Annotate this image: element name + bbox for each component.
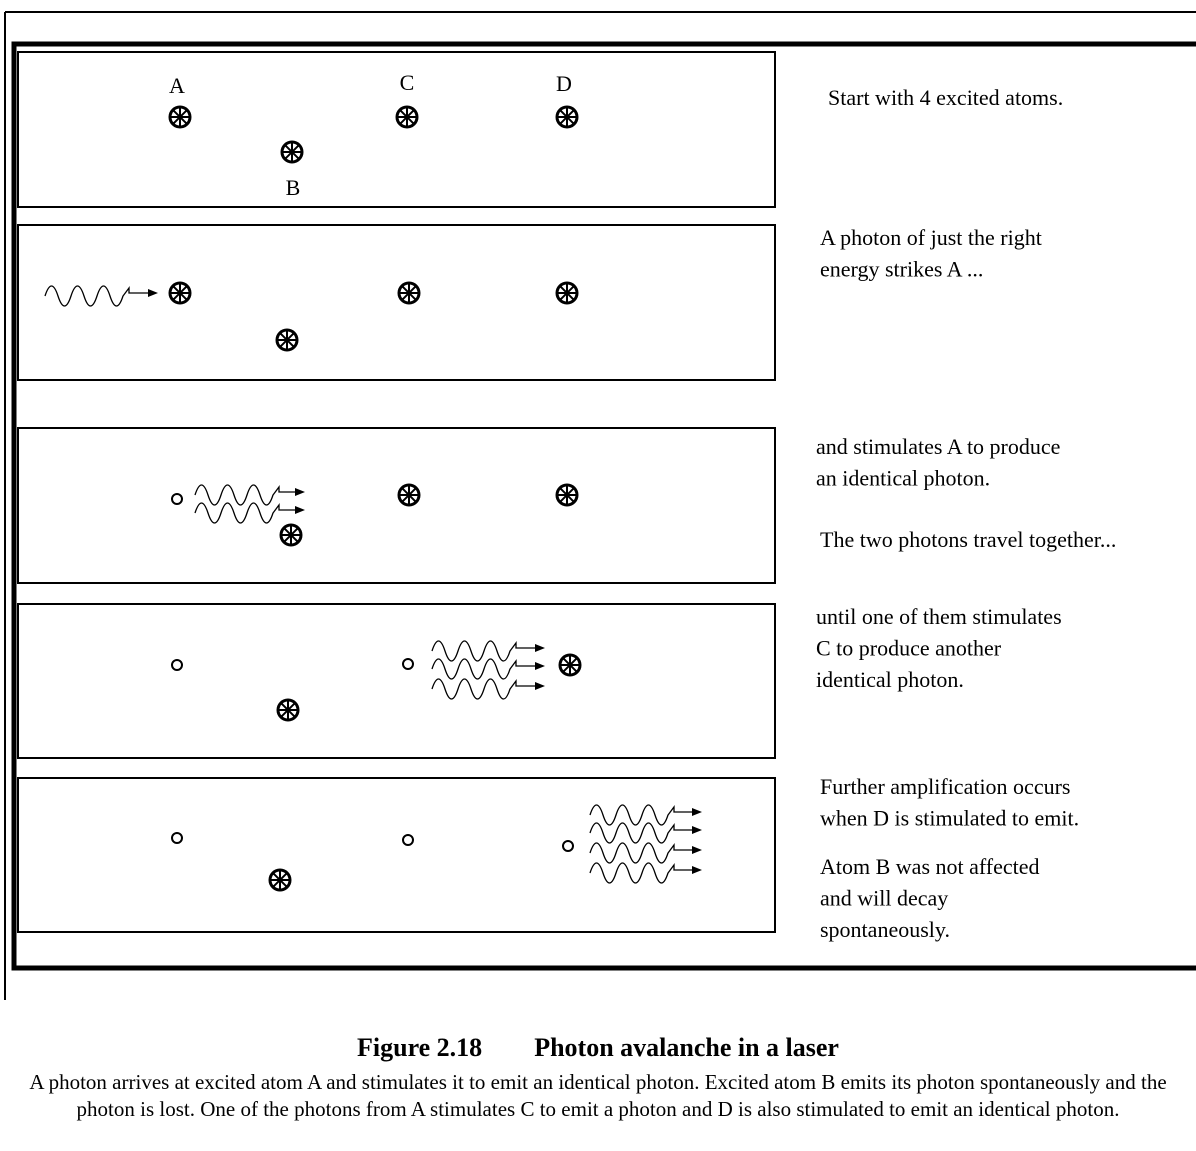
panel [18, 428, 775, 583]
atom-spokes [270, 870, 290, 890]
panel [18, 778, 775, 932]
atom-spokes [557, 485, 577, 505]
photon-wave [195, 485, 297, 505]
panel-text: an identical photon. [816, 466, 990, 491]
photon-wave [590, 843, 694, 863]
photon-arrowhead [692, 826, 702, 834]
panel-text: Start with 4 excited atoms. [828, 85, 1063, 110]
panel-text: when D is stimulated to emit. [820, 806, 1079, 831]
photon-wave [45, 286, 150, 306]
panel-text: and stimulates A to produce [816, 434, 1060, 459]
panel-text: and will decay [820, 886, 948, 911]
photon-wave [432, 679, 537, 699]
photon-arrowhead [148, 289, 158, 297]
photon-arrowhead [535, 682, 545, 690]
atom-spokes [560, 655, 580, 675]
photon-arrowhead [535, 644, 545, 652]
panel-text: The two photons travel together... [820, 527, 1116, 552]
atom-spokes [282, 142, 302, 162]
atom-label: D [556, 71, 572, 96]
panel [18, 225, 775, 380]
atom-spokes [170, 283, 190, 303]
ground-atom [172, 660, 182, 670]
atom-label: A [169, 73, 185, 98]
atom-spokes [281, 525, 301, 545]
atom-spokes [277, 330, 297, 350]
caption-title: Figure 2.18 Photon avalanche in a laser [0, 1033, 1196, 1063]
panel-text: Atom B was not affected [820, 854, 1040, 879]
atom-spokes [397, 107, 417, 127]
atom-spokes [557, 283, 577, 303]
photon-arrowhead [692, 846, 702, 854]
panel-text: Further amplification occurs [820, 774, 1070, 799]
atom-spokes [399, 485, 419, 505]
photon-wave [590, 805, 694, 825]
atom-label: B [286, 175, 301, 200]
photon-wave [590, 823, 694, 843]
caption-body: A photon arrives at excited atom A and s… [4, 1069, 1192, 1123]
panel [18, 604, 775, 758]
panel-text: C to produce another [816, 636, 1002, 661]
diagram: A B C D Start with 4 excited atoms. A photon … [0, 0, 1196, 1000]
photon-wave [590, 863, 694, 883]
photon-wave [432, 659, 537, 679]
photon-arrowhead [295, 488, 305, 496]
ground-atom [403, 659, 413, 669]
atom-spokes [399, 283, 419, 303]
panel-text: A photon of just the right [820, 225, 1042, 250]
panel-text: until one of them stimulates [816, 604, 1062, 629]
photon-arrowhead [692, 866, 702, 874]
ground-atom [172, 833, 182, 843]
panel-text: energy strikes A ... [820, 257, 983, 282]
ground-atom [172, 494, 182, 504]
atom-spokes [170, 107, 190, 127]
panel-text: spontaneously. [820, 917, 950, 942]
page: A B C D Start with 4 excited atoms. A photon … [0, 0, 1196, 1151]
figure-title: Photon avalanche in a laser [534, 1033, 839, 1062]
atom-spokes [278, 700, 298, 720]
photon-arrowhead [535, 662, 545, 670]
panel-text: identical photon. [816, 667, 964, 692]
atom-label: C [400, 70, 415, 95]
photon-arrowhead [295, 506, 305, 514]
figure-number: Figure 2.18 [357, 1033, 482, 1062]
atom-spokes [557, 107, 577, 127]
photon-arrowhead [692, 808, 702, 816]
panel [18, 52, 775, 207]
photon-wave [195, 503, 297, 523]
ground-atom [403, 835, 413, 845]
photon-wave [432, 641, 537, 661]
ground-atom [563, 841, 573, 851]
